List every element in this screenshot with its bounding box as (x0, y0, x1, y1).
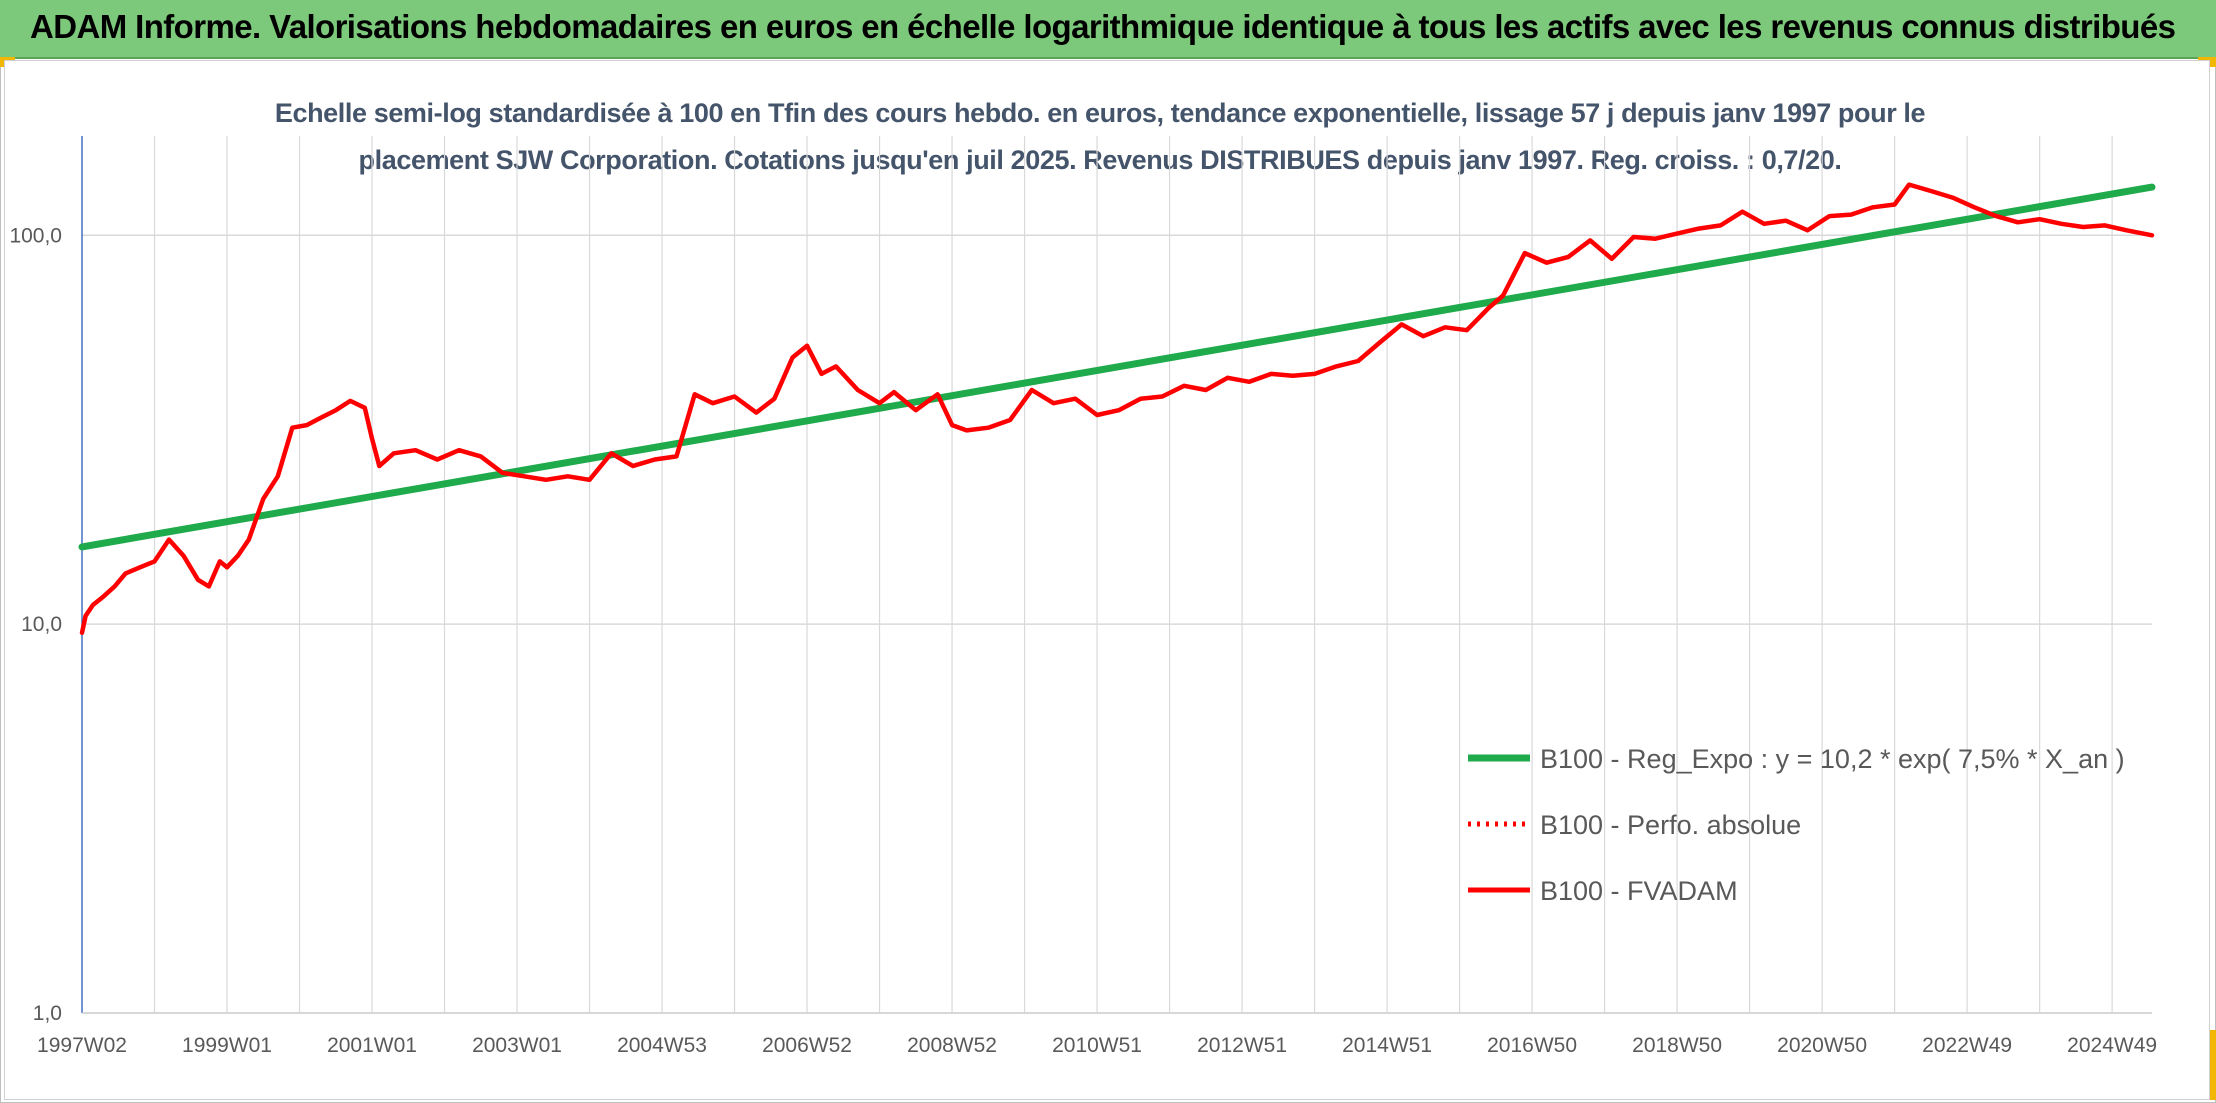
x-tick-label: 2016W50 (1487, 1034, 1577, 1057)
x-tick-label: 2024W49 (2067, 1034, 2157, 1057)
chart-title-line-1: Echelle semi-log standardisée à 100 en T… (274, 98, 1926, 128)
axes: 1,0 10,0 100,0 1997W02 1999W01 2001W01 2003W01… (9, 136, 2157, 1057)
legend: B100 - Reg_Expo : y = 10,2 * exp( 7,5% *… (1468, 744, 2125, 906)
grid (82, 136, 2152, 1014)
report-title: ADAM Informe. Valorisations hebdomadaire… (30, 8, 2176, 45)
chart-title: Echelle semi-log standardisée à 100 en T… (160, 90, 2040, 184)
x-tick-label: 2020W50 (1777, 1034, 1867, 1057)
legend-label: B100 - Perfo. absolue (1540, 810, 1801, 840)
x-tick-label: 1999W01 (182, 1034, 272, 1057)
x-tick-label: 2001W01 (327, 1034, 417, 1057)
series-layer (78, 182, 2156, 636)
x-tick-label: 2022W49 (1922, 1034, 2012, 1057)
x-tick-label: 2008W52 (907, 1034, 997, 1057)
x-tick-label: 2018W50 (1632, 1034, 1722, 1057)
fvadam-line (79, 182, 2155, 636)
y-tick-label: 100,0 (9, 224, 62, 247)
regression-line (78, 183, 2156, 551)
x-tick-label: 2006W52 (762, 1034, 852, 1057)
y-tick-label: 1,0 (33, 1002, 62, 1025)
x-tick-label: 1997W02 (37, 1034, 127, 1057)
x-tick-label: 2012W51 (1197, 1034, 1287, 1057)
corner-marker-bottom-right (2206, 1030, 2216, 1100)
chart-title-line-2: placement SJW Corporation. Cotations jus… (358, 145, 1842, 175)
x-tick-label: 2003W01 (472, 1034, 562, 1057)
y-tick-label: 10,0 (21, 613, 62, 636)
legend-label: B100 - Reg_Expo : y = 10,2 * exp( 7,5% *… (1540, 744, 2125, 774)
x-tick-label: 2010W51 (1052, 1034, 1142, 1057)
report-header: ADAM Informe. Valorisations hebdomadaire… (0, 0, 2216, 59)
legend-label: B100 - FVADAM (1540, 876, 1738, 906)
x-tick-label: 2004W53 (617, 1034, 707, 1057)
x-tick-label: 2014W51 (1342, 1034, 1432, 1057)
